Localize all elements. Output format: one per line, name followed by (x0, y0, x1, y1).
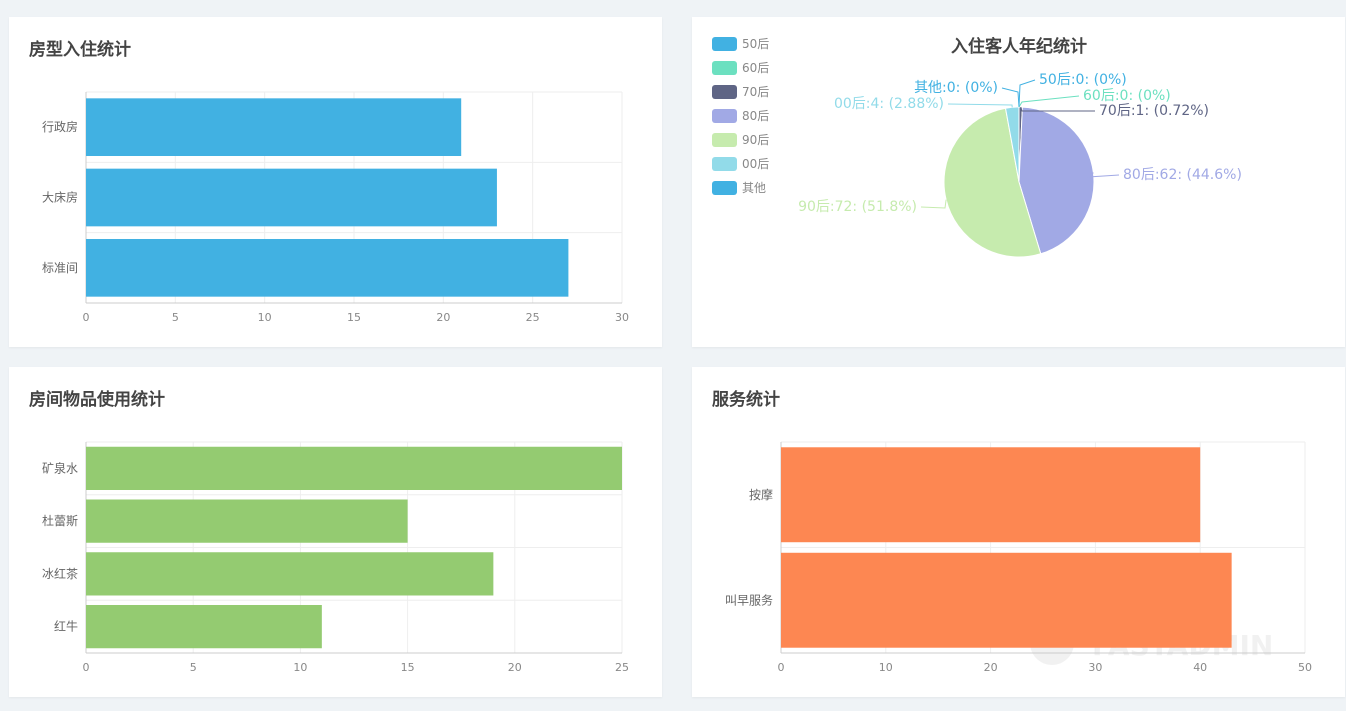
pie-leader-line (1086, 172, 1120, 178)
pie-leader-line (1018, 79, 1036, 108)
items-category-label: 红牛 (54, 619, 78, 634)
legend-label: 50后 (742, 37, 769, 51)
pie-slice-label: 50后:0: (0%) (1039, 72, 1127, 88)
room-type-panel: 房型入住统计 0 5 10 15 20 25 30 标准间 大床房 行政房 (9, 17, 662, 347)
pie-leader-line (1018, 95, 1080, 108)
pie-slice (943, 107, 1042, 258)
legend-swatch (712, 109, 737, 123)
pie-slice-label: 90后:72: (51.8%) (798, 199, 917, 215)
room-type-category-label: 标准间 (42, 261, 78, 275)
legend-label: 其他 (742, 181, 766, 195)
room-type-category-label: 大床房 (42, 190, 78, 205)
room-type-tick-label: 10 (258, 311, 272, 324)
legend-swatch (712, 133, 737, 147)
items-panel: 房间物品使用统计 0 5 10 15 20 25 红牛 冰红茶 杜蕾斯 矿泉水 (9, 367, 662, 697)
room-type-tick-label: 0 (83, 311, 90, 324)
items-tick-label: 10 (293, 661, 307, 674)
room-type-bar (86, 238, 569, 297)
items-tick-label: 15 (401, 661, 415, 674)
items-tick-label: 5 (190, 661, 197, 674)
pie-leader-line (920, 199, 947, 209)
legend-label: 80后 (742, 109, 769, 123)
service-category-label: 按摩 (749, 487, 773, 502)
legend-swatch (712, 37, 737, 51)
legend-label: 00后 (742, 157, 769, 171)
legend-swatch (712, 85, 737, 99)
legend-label: 60后 (742, 61, 769, 75)
room-type-tick-label: 25 (526, 311, 540, 324)
service-tick-label: 0 (778, 661, 785, 674)
room-type-category-label: 行政房 (42, 119, 78, 134)
pie-slice-label: 70后:1: (0.72%) (1099, 103, 1209, 119)
items-bar (86, 499, 408, 543)
items-tick-label: 0 (83, 661, 90, 674)
items-chart: 0 5 10 15 20 25 红牛 冰红茶 杜蕾斯 矿泉水 (42, 441, 629, 674)
room-type-title: 房型入住统计 (29, 40, 131, 60)
items-category-label: 冰红茶 (42, 566, 78, 581)
service-bar (781, 552, 1232, 648)
room-type-bar (86, 98, 462, 157)
legend-swatch (712, 181, 737, 195)
pie-slice-label: 00后:4: (2.88%) (834, 96, 944, 112)
items-tick-label: 20 (508, 661, 522, 674)
items-category-label: 矿泉水 (42, 461, 78, 475)
pie-leader-line (1020, 106, 1095, 112)
age-chart-title: 入住客人年纪统计 (951, 36, 1087, 57)
legend-label: 70后 (742, 85, 769, 99)
pie-slice-label: 60后:0: (0%) (1083, 88, 1171, 104)
legend-swatch (712, 61, 737, 75)
pie-slice-label: 80后:62: (44.6%) (1123, 167, 1242, 183)
legend-swatch (712, 157, 737, 171)
pie-slice (1018, 106, 1095, 255)
service-tick-label: 10 (879, 661, 893, 674)
items-bar (86, 552, 494, 596)
service-tick-label: 30 (1088, 661, 1102, 674)
room-type-tick-label: 15 (347, 311, 361, 324)
pie-leader-line (1001, 87, 1020, 108)
service-tick-label: 50 (1298, 661, 1312, 674)
items-tick-label: 25 (615, 661, 629, 674)
legend-label: 90后 (742, 133, 769, 147)
room-type-chart: 0 5 10 15 20 25 30 标准间 大床房 行政房 (42, 91, 629, 324)
service-title: 服务统计 (712, 390, 780, 410)
room-type-tick-label: 20 (436, 311, 450, 324)
service-category-label: 叫早服务 (725, 592, 773, 607)
service-tick-label: 40 (1193, 661, 1207, 674)
room-type-bar (86, 168, 497, 227)
room-type-tick-label: 30 (615, 311, 629, 324)
age-panel: 入住客人年纪统计 50后 60后 70后 80后 90后 00后其他 50后:0: (0%)… (692, 17, 1345, 347)
pie-slice-label: 其他:0: (0%) (914, 80, 998, 96)
service-bar (781, 447, 1201, 543)
pie-leader-line (947, 103, 1013, 108)
room-type-tick-label: 5 (172, 311, 179, 324)
items-bar (86, 446, 622, 491)
items-category-label: 杜蕾斯 (42, 513, 78, 528)
items-title: 房间物品使用统计 (29, 390, 165, 410)
service-tick-label: 20 (984, 661, 998, 674)
items-bar (86, 604, 322, 649)
